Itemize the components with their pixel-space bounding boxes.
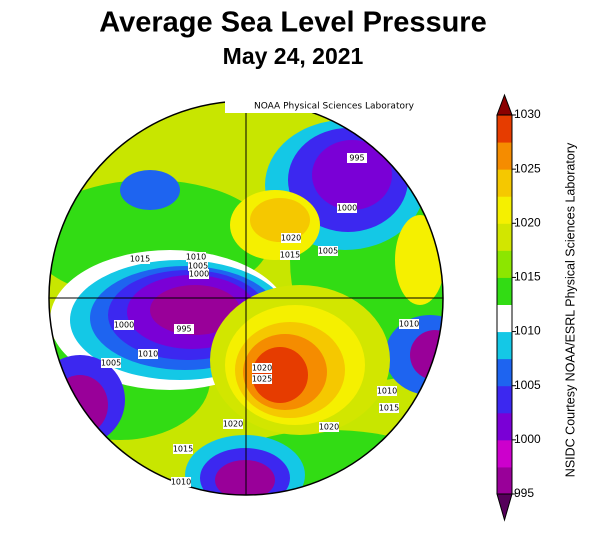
contour-label-bg: [379, 403, 399, 413]
contour-label: 1020: [223, 420, 243, 429]
contour-label: 1000: [114, 321, 134, 330]
contour-label-bg: [173, 444, 193, 454]
contour-label-bg: [281, 233, 301, 243]
contour-label: 1010: [138, 350, 158, 359]
contour-label: 1015: [379, 404, 399, 413]
colorbar-band: [497, 142, 512, 170]
contour-label: 1005: [318, 247, 338, 256]
subtitle: May 24, 2021: [223, 43, 364, 69]
contour-label-bg: [347, 153, 367, 163]
pressure-field: [49, 101, 443, 495]
contour-label: 1015: [130, 255, 150, 264]
contour-label: 1015: [280, 251, 300, 260]
colorbar-band: [497, 331, 512, 360]
contour-label: 1000: [189, 270, 209, 279]
contour-label-bg: [252, 363, 272, 373]
contour-label: 1020: [252, 364, 272, 373]
colorbar-band: [497, 277, 512, 305]
contour-label-bg: [337, 203, 357, 213]
credit-box: [225, 99, 443, 113]
colorbar-tick-label: 1000: [514, 432, 541, 446]
colorbar-band: [497, 358, 512, 387]
contour-label: 1010: [171, 478, 191, 487]
credit: NOAA Physical Sciences Laboratory: [254, 102, 415, 112]
contour-label: 995: [176, 325, 191, 334]
contour-label-bg: [377, 386, 397, 396]
contour-label-bg: [319, 422, 339, 432]
contour-label: 1010: [399, 320, 419, 329]
colorbar-arrow-bottom: [496, 493, 513, 522]
contour-label-bg: [101, 358, 121, 368]
contour-label: 1010: [377, 387, 397, 396]
contour-label: 1025: [252, 375, 272, 384]
colorbar-band: [497, 223, 512, 251]
contour-label: 1005: [101, 359, 121, 368]
contour-label-bg: [174, 324, 194, 334]
colorbar-tick-label: 1030: [514, 107, 541, 121]
contour-label: 995: [349, 154, 364, 163]
colorbar-tick-label: 1010: [514, 324, 541, 338]
contour-label: 1020: [281, 234, 301, 243]
colorbar-band: [497, 196, 512, 224]
contour-label-bg: [171, 477, 191, 487]
contour-label-bg: [252, 374, 272, 384]
contour-label-bg: [138, 349, 158, 359]
colorbar-band: [497, 466, 512, 495]
colorbar-band: [497, 115, 512, 143]
colorbar: 995 1000 1005 1010 1015 1020 1025 1030: [496, 93, 541, 522]
contour-label-bg: [318, 246, 338, 256]
contour-label: 1020: [319, 423, 339, 432]
contour-label-bg: [399, 319, 419, 329]
title: Average Sea Level Pressure: [99, 7, 486, 39]
contour-label: 1000: [337, 204, 357, 213]
colorbar-tick-label: 995: [514, 486, 534, 500]
contour-label-bg: [188, 261, 208, 271]
contour-label: 1005: [188, 262, 208, 271]
colorbar-tick-label: 1020: [514, 215, 541, 229]
contour-label: 1010: [186, 253, 206, 262]
colorbar-frame: [496, 114, 513, 495]
colorbar-band: [497, 169, 512, 197]
contour-label-bg: [189, 269, 209, 279]
contour-label: 1015: [173, 445, 193, 454]
contour-label-bg: [186, 252, 206, 262]
contour-label-bg: [114, 320, 134, 330]
contour-label-bg: [223, 419, 243, 429]
colorbar-band: [497, 304, 512, 333]
colorbar-band: [497, 250, 512, 278]
colorbar-band: [497, 412, 512, 441]
contour-label-bg: [130, 254, 150, 264]
colorbar-tick-label: 1025: [514, 161, 541, 175]
colorbar-tick-label: 1015: [514, 270, 541, 284]
colorbar-band: [497, 385, 512, 414]
colorbar-tick-label: 1005: [514, 378, 541, 392]
contour-label-bg: [280, 250, 300, 260]
colorbar-arrow-top: [496, 93, 513, 116]
colorbar-band: [497, 439, 512, 468]
colorbar-label: NSIDC Courtesy NOAA/ESRL Physical Scienc…: [563, 142, 577, 477]
